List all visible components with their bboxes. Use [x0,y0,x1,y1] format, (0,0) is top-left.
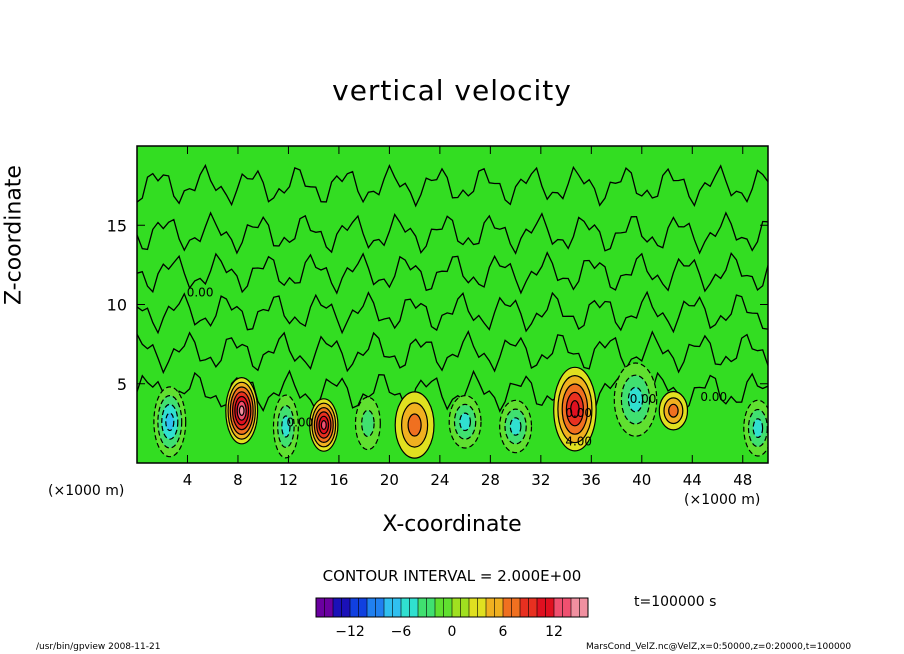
colorbar-frame [315,597,589,618]
contour-cell [238,405,245,416]
contour-cell [361,409,375,438]
contour-cell [407,413,422,437]
contour-cell [320,420,327,431]
x-tick-label: 16 [329,471,348,489]
x-tick-label: 48 [733,471,752,489]
contour-line [137,251,768,295]
x-tick-label: 36 [582,471,601,489]
contour-cell [570,400,580,419]
plot-field [137,163,768,459]
x-tick-label: 40 [632,471,651,489]
x-axis-label: X-coordinate [382,512,522,537]
contour-line [137,211,768,255]
x-tick-label: 44 [683,471,702,489]
colorbar-tick-label: 0 [448,624,457,640]
contour-label: 0.00 [286,416,313,430]
x-unit-right: (×1000 m) [684,492,761,508]
contour-cell [752,418,764,439]
contour-cell [627,386,644,413]
time-label: t=100000 s [634,594,717,610]
contour-cell [459,412,472,432]
x-tick-label: 4 [183,471,193,489]
x-tick-label: 24 [430,471,449,489]
contour-line [137,163,768,208]
contour-label: 4.00 [565,435,592,449]
contour-cell [509,417,522,436]
contour-interval: CONTOUR INTERVAL = 2.000E+00 [322,567,582,585]
x-tick-label: 20 [380,471,399,489]
footer-program-date: /usr/bin/gpview 2008-11-21 [36,642,161,652]
x-tick-label: 8 [233,471,243,489]
contour-label: 0.00 [630,392,657,406]
contour-cell [165,412,175,432]
contour-label: 0.00 [700,390,727,404]
contour-line [137,290,768,335]
y-tick-label: 10 [107,296,127,315]
colorbar-tick-label: −6 [391,624,412,640]
x-tick-label: 12 [279,471,298,489]
contour-label: 0.00 [187,286,214,300]
y-axis-label: Z-coordinate [1,165,27,305]
contour-line [137,329,768,375]
y-tick-label: 15 [107,216,127,235]
colorbar-tick-label: −12 [335,624,365,640]
contour-cell [281,415,291,438]
colorbar-tick-label: 12 [545,624,563,640]
y-tick-label: 5 [117,375,127,394]
x-unit-left: (×1000 m) [48,483,125,499]
colorbar-tick-label: 6 [499,624,508,640]
contour-label: 0.00 [565,406,592,420]
x-tick-label: 32 [531,471,550,489]
x-tick-label: 28 [481,471,500,489]
contour-cell [668,403,679,418]
footer-source: MarsCond_VelZ.nc@VelZ,x=0:50000,z=0:2000… [586,642,852,652]
chart-title: vertical velocity [332,74,572,107]
